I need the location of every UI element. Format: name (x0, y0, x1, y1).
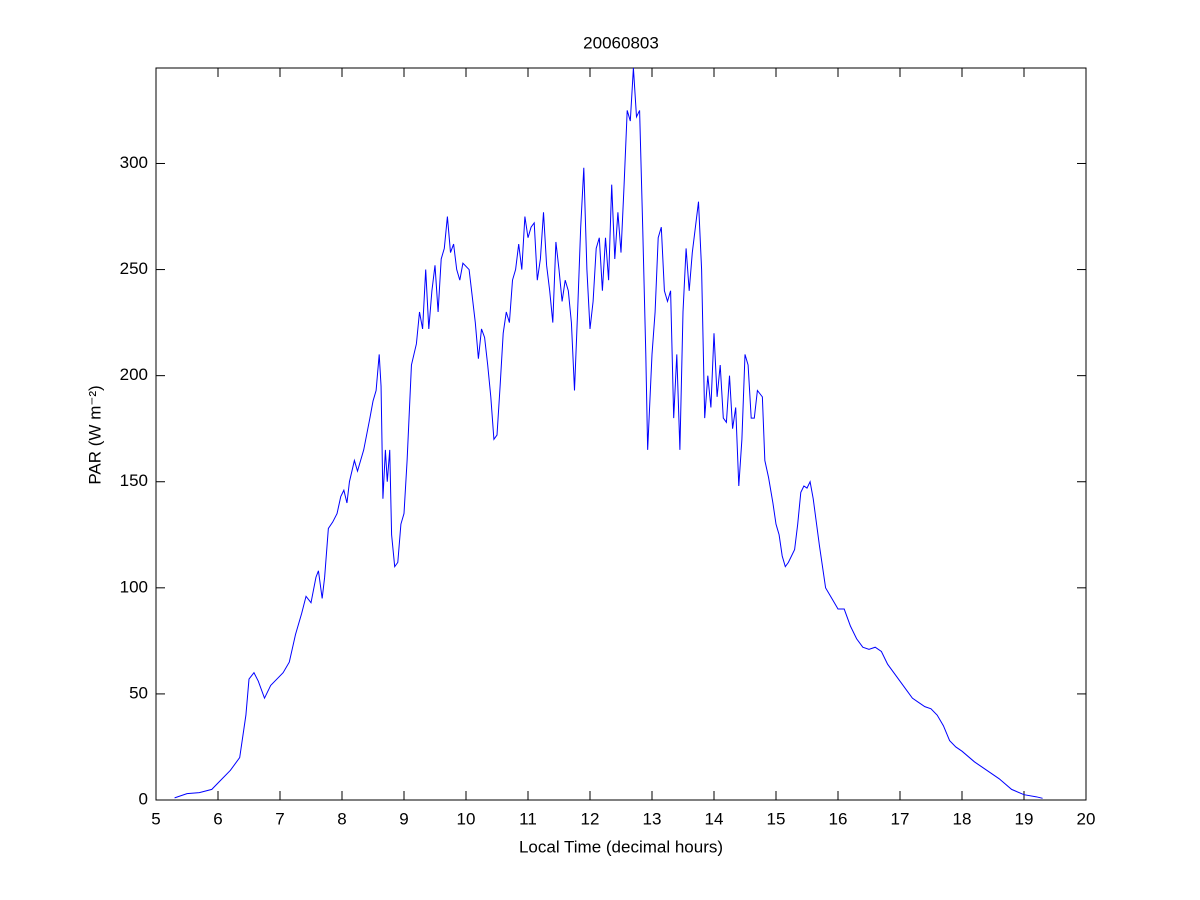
x-tick-label: 9 (399, 809, 408, 828)
y-axis-label: PAR (W m⁻²) (85, 385, 104, 484)
x-tick-label: 12 (581, 809, 600, 828)
x-tick-label: 7 (275, 809, 284, 828)
x-tick-label: 15 (767, 809, 786, 828)
y-tick-label: 300 (120, 153, 148, 172)
y-tick-label: 0 (139, 789, 148, 808)
x-tick-label: 6 (213, 809, 222, 828)
x-tick-label: 16 (829, 809, 848, 828)
x-tick-label: 8 (337, 809, 346, 828)
x-tick-label: 20 (1077, 809, 1096, 828)
x-tick-label: 11 (519, 809, 537, 828)
x-tick-label: 18 (953, 809, 972, 828)
y-tick-label: 200 (120, 365, 148, 384)
y-tick-label: 150 (120, 471, 148, 490)
x-tick-label: 17 (891, 809, 910, 828)
x-tick-label: 19 (1015, 809, 1034, 828)
x-axis-label: Local Time (decimal hours) (519, 837, 723, 856)
y-tick-label: 100 (120, 577, 148, 596)
data-line (174, 67, 1043, 799)
y-tick-label: 50 (129, 683, 148, 702)
x-tick-label: 14 (705, 809, 724, 828)
x-tick-label: 10 (457, 809, 476, 828)
x-tick-label: 5 (151, 809, 160, 828)
plot-area (155, 67, 1087, 801)
x-tick-label: 13 (643, 809, 662, 828)
y-tick-label: 250 (120, 259, 148, 278)
chart-title: 20060803 (583, 33, 659, 52)
